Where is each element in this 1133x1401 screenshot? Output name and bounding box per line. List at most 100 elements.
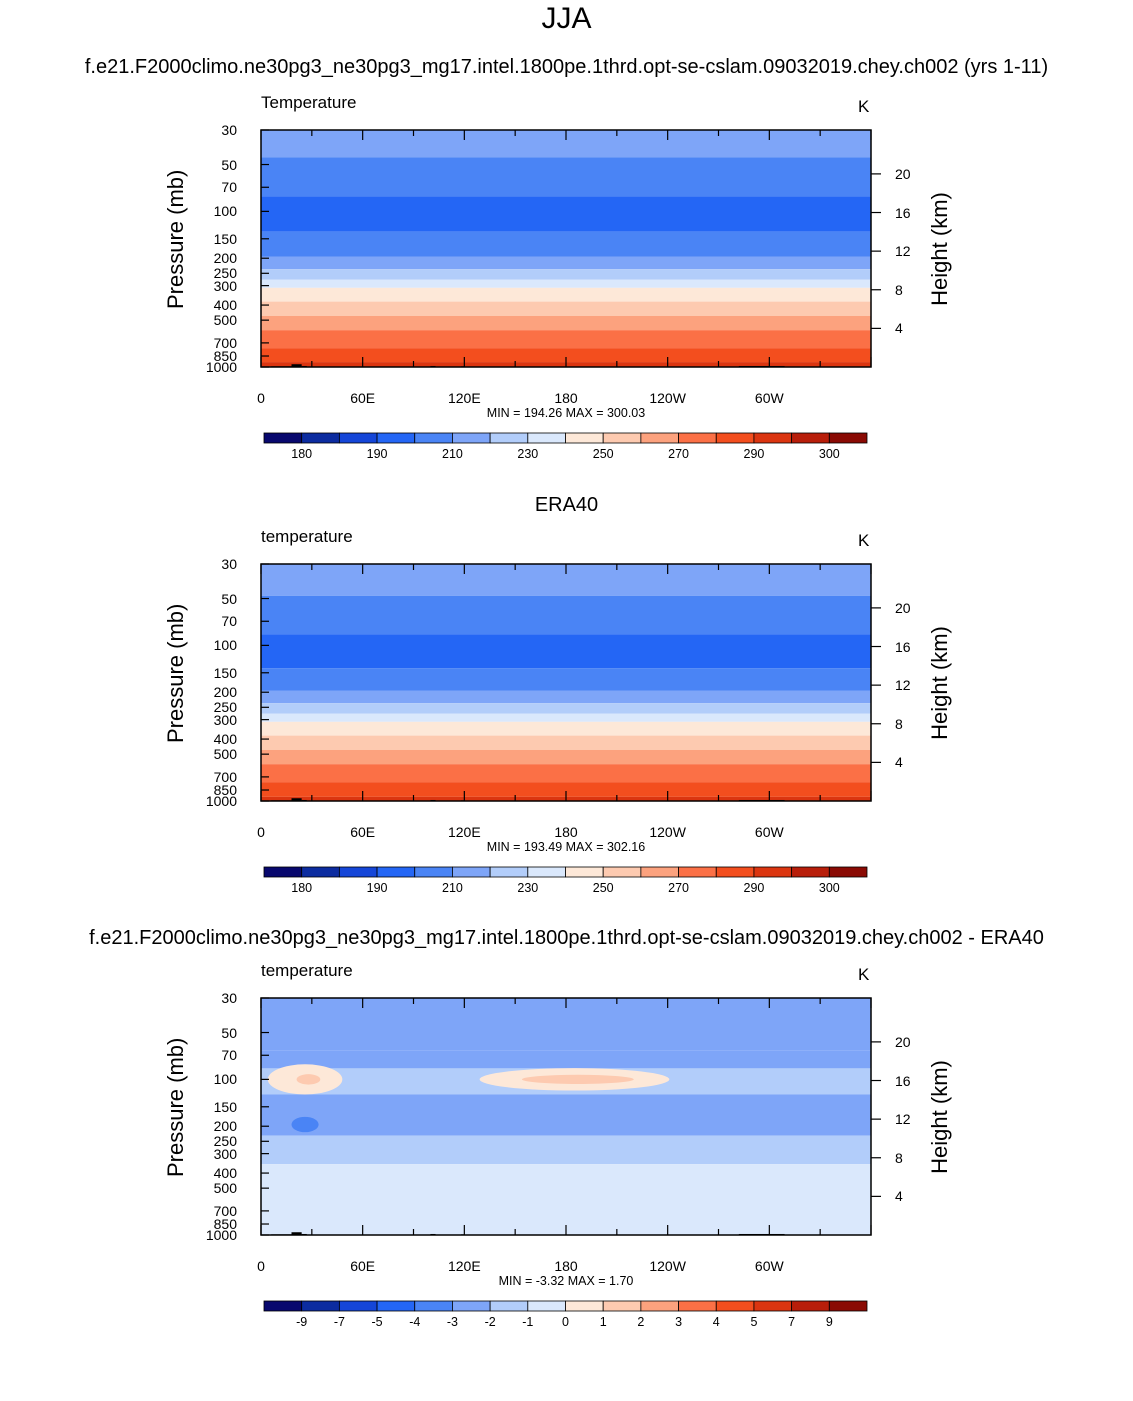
colorbar-label: 290 (743, 881, 765, 895)
y-tick-label: 700 (213, 334, 237, 351)
contour-band (261, 279, 871, 288)
colorbar-swatch (640, 432, 679, 444)
colorbar-swatch (791, 432, 830, 444)
contour-band (261, 1164, 871, 1235)
colorbar-label: 2 (637, 1315, 645, 1329)
contour-band (261, 764, 871, 783)
x-tick-label: 120W (649, 824, 686, 840)
colorbar-swatch (678, 1300, 717, 1312)
contour-blob (291, 1116, 319, 1133)
x-tick-label: 60E (350, 1258, 376, 1274)
chart-svg (260, 563, 881, 878)
y-tick-label: 200 (213, 250, 237, 267)
y-tick-label: 500 (213, 1180, 237, 1197)
colorbar-swatch (565, 1300, 604, 1312)
colorbar-swatch (263, 866, 303, 878)
colorbar-label: 210 (442, 881, 463, 895)
y-tick-label: 300 (213, 1145, 237, 1162)
colorbar-swatch (414, 866, 453, 878)
contour-band (261, 782, 871, 797)
colorbar-swatch (640, 866, 679, 878)
colorbar-swatch (602, 866, 642, 878)
chart-svg (260, 129, 881, 444)
x-tick-label: 180 (554, 390, 578, 406)
topography-mask (291, 798, 302, 801)
contour-band (261, 348, 871, 363)
y-tick-label: 50 (221, 156, 237, 173)
contour-band (261, 1135, 871, 1165)
contour-band (261, 231, 871, 257)
contour-band (261, 634, 871, 669)
colorbar-swatch (452, 1300, 491, 1312)
colorbar-label: 270 (668, 881, 689, 895)
colorbar-swatch (338, 432, 378, 444)
colorbar-swatch (791, 866, 830, 878)
colorbar-swatch (376, 866, 416, 878)
y-tick-label: 150 (213, 1098, 237, 1115)
height-tick-label: 20 (895, 165, 911, 182)
y-tick-label: 1000 (205, 359, 237, 375)
y-tick-label: 70 (221, 179, 237, 196)
y-tick-label: 200 (213, 684, 237, 701)
contour-band (261, 690, 871, 704)
colorbar-label: 300 (818, 447, 840, 461)
contour-band (261, 256, 871, 270)
x-tick-label: 60E (350, 824, 376, 840)
colorbar-swatch (640, 1300, 679, 1312)
colorbar-label: 3 (675, 1315, 683, 1329)
colorbar-swatch (489, 866, 529, 878)
colorbar-swatch (527, 866, 566, 878)
height-tick-label: 16 (895, 638, 911, 655)
y-tick-label: 500 (213, 312, 237, 329)
contour-blob (296, 1074, 321, 1085)
x-tick-label: 120E (447, 1258, 481, 1274)
colorbar-swatch (263, 1300, 303, 1312)
colorbar-label: 9 (825, 1315, 833, 1329)
unit-label: K (858, 531, 870, 550)
contour-band (261, 703, 871, 714)
y-tick-label: 30 (221, 122, 237, 138)
x-tick-label: 120E (447, 390, 481, 406)
height-tick-label: 8 (895, 1149, 903, 1166)
colorbar-swatch (715, 432, 755, 444)
colorbar-swatch (753, 432, 793, 444)
y-tick-label: 400 (213, 297, 237, 314)
colorbar-swatch (715, 1300, 755, 1312)
panel-3-subtitle: f.e21.F2000climo.ne30pg3_ne30pg3_mg17.in… (89, 927, 1044, 949)
y-tick-label: 70 (221, 613, 237, 630)
colorbar-label: 180 (291, 881, 313, 895)
panel-3: temperature K Pressure (mb) Height (km) … (0, 961, 1133, 1401)
colorbar-label: -5 (371, 1315, 383, 1329)
height-tick-label: 12 (895, 243, 911, 260)
colorbar-label: -3 (446, 1315, 458, 1329)
x-tick-label: 60W (754, 824, 784, 840)
contour-band (261, 668, 871, 691)
colorbar-swatch (753, 866, 793, 878)
colorbar-swatch (263, 432, 303, 444)
colorbar-swatch (828, 1300, 868, 1312)
y-tick-label: 700 (213, 768, 237, 785)
x-tick-label: 0 (257, 1258, 265, 1274)
chart-svg (260, 997, 881, 1312)
height-tick-label: 16 (895, 204, 911, 221)
panel-2: temperature K Pressure (mb) Height (km) … (0, 527, 1133, 967)
x-tick-label: 60W (754, 390, 784, 406)
x-tick-label: 0 (257, 390, 265, 406)
x-tick-label: 60E (350, 390, 376, 406)
height-tick-label: 4 (895, 320, 903, 337)
contour-band (261, 301, 871, 316)
colorbar-swatch (527, 432, 566, 444)
y-tick-label: 500 (213, 746, 237, 763)
colorbar-swatch (678, 866, 717, 878)
colorbar-swatch (489, 432, 529, 444)
y-tick-label: 250 (213, 699, 237, 716)
y-tick-label: 850 (213, 782, 237, 799)
y-tick-label: 1000 (205, 1227, 237, 1243)
panel-1: Temperature K Pressure (mb) Height (km) … (0, 93, 1133, 533)
main-title: JJA (541, 2, 592, 35)
height-tick-label: 16 (895, 1072, 911, 1089)
colorbar-swatch (791, 1300, 830, 1312)
colorbar-label: 180 (291, 447, 313, 461)
contour-band (261, 721, 871, 736)
colorbar-label: 1 (599, 1315, 607, 1329)
